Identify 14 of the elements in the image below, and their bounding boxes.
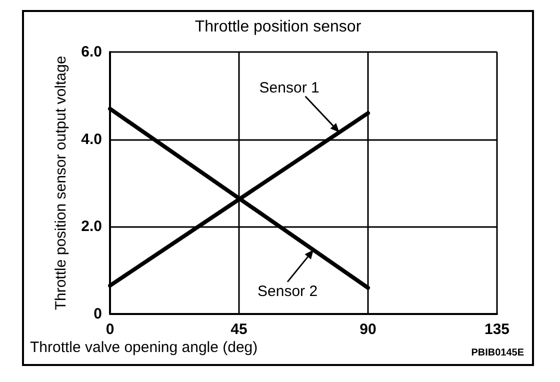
annotation: Sensor 1 <box>259 79 320 96</box>
x-tick-label: 90 <box>360 321 376 338</box>
y-tick-label: 4.0 <box>81 130 102 148</box>
text: PBIB0145E <box>471 348 524 358</box>
chart-title: Throttle position sensor <box>194 18 362 36</box>
y-tick-label: 0 <box>94 306 102 322</box>
y-axis-title: Throttle position sensor output voltage <box>52 56 70 310</box>
annotation: Sensor 2 <box>258 282 318 300</box>
y-tick-label: 2.0 <box>81 218 102 236</box>
x-tick-label: 0 <box>106 321 114 338</box>
x-axis-title: Throttle valve opening angle (deg) <box>30 339 258 356</box>
x-tick-label: 135 <box>484 321 510 338</box>
x-tick-label: 45 <box>230 321 248 338</box>
y-tick-label: 6.0 <box>81 44 102 60</box>
